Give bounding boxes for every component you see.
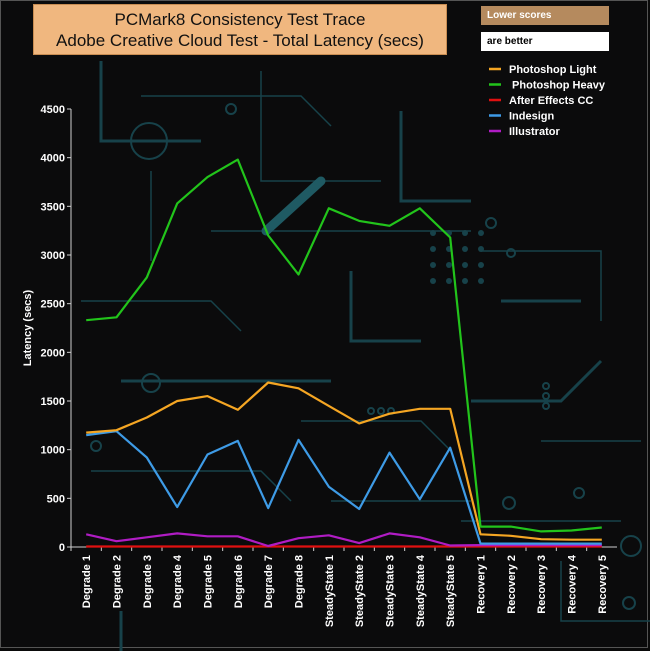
legend-label: Photoshop Heavy: [509, 80, 606, 92]
x-tick-label: Recovery 1: [476, 555, 488, 614]
y-tick-label: 3000: [41, 250, 65, 262]
x-tick-label: Recovery 5: [597, 555, 609, 614]
series-line-illustrator: [85, 532, 602, 548]
circuit-node: [622, 596, 636, 610]
circuit-pad: [462, 262, 468, 268]
circuit-pad: [430, 278, 436, 284]
axes: 0 500 1000 1500 2000 2500 3000 3500 4000 4500 Degr…: [41, 104, 617, 627]
circuit-node: [141, 373, 161, 393]
circuit-node: [90, 440, 102, 452]
circuit-pad: [430, 262, 436, 268]
x-tick-label: Recovery 4: [567, 554, 579, 614]
circuit-trace: [349, 271, 421, 343]
circuit-node: [542, 402, 550, 410]
chart-title: PCMark8 Consistency Test Trace Adobe Cre…: [33, 4, 447, 55]
x-tick-label: Recovery 2: [506, 555, 518, 614]
circuit-pad: [462, 230, 468, 236]
circuit-trace: [81, 300, 242, 332]
circuit-trace: [471, 359, 603, 403]
note-lower-scores: Lower scores: [481, 6, 609, 25]
circuit-background: [81, 61, 650, 651]
circuit-trace: [481, 250, 602, 321]
y-tick-label: 500: [47, 493, 65, 505]
circuit-pad: [462, 278, 468, 284]
circuit-node: [506, 248, 516, 258]
legend-label: After Effects CC: [509, 95, 593, 107]
y-tick-label: 0: [59, 542, 65, 554]
x-tick-label: Recovery 3: [536, 555, 548, 614]
x-tick-label: SteadyState 4: [415, 554, 427, 627]
circuit-trace: [99, 61, 201, 143]
note-are-better: are better: [481, 32, 609, 51]
y-tick-label: 3500: [41, 201, 65, 213]
circuit-pad: [478, 230, 484, 236]
circuit-pad: [478, 278, 484, 284]
circuit-trace: [91, 470, 292, 502]
circuit-trace: [141, 95, 332, 127]
x-tick-label: Degrade 4: [172, 554, 184, 608]
chart-title-line-1: PCMark8 Consistency Test Trace: [114, 10, 366, 29]
x-tick-label: Degrade 6: [233, 555, 245, 608]
series-line-photoshop-light: [86, 381, 602, 541]
circuit-node: [485, 217, 497, 229]
circuit-node: [542, 392, 550, 400]
x-tick-label: SteadyState 2: [354, 555, 366, 627]
circuit-pad: [430, 230, 436, 236]
circuit-node: [620, 535, 642, 557]
circuit-pad: [462, 246, 468, 252]
x-tick-label: Degrade 5: [203, 555, 215, 608]
circuit-node: [502, 496, 516, 510]
circuit-trace: [399, 111, 471, 203]
y-tick-label: 1500: [41, 396, 65, 408]
circuit-pad: [478, 262, 484, 268]
series-line-indesign: [86, 430, 602, 545]
x-tick-label: Degrade 7: [263, 555, 275, 608]
circuit-trace: [560, 561, 650, 622]
circuit-node: [542, 382, 550, 390]
circuit-trace: [301, 420, 452, 452]
circuit-bar: [261, 176, 326, 236]
circuit-pad: [446, 278, 452, 284]
chart-title-line-2: Adobe Creative Cloud Test - Total Latenc…: [56, 31, 424, 50]
y-tick-label: 1000: [41, 445, 65, 457]
circuit-pad: [478, 246, 484, 252]
series-layer: [85, 158, 602, 548]
x-tick-label: Degrade 2: [112, 555, 124, 608]
x-tick-label: SteadyState 1: [324, 555, 336, 627]
x-tick-label: Degrade 8: [294, 555, 306, 608]
circuit-node: [573, 487, 585, 499]
circuit-pad: [446, 262, 452, 268]
x-tick-label: SteadyState 3: [385, 555, 397, 627]
circuit-node: [130, 122, 168, 160]
y-tick-label: 2500: [41, 299, 65, 311]
x-tick-label: Degrade 1: [81, 555, 93, 608]
series-line-photoshop-heavy: [86, 158, 602, 533]
x-tick-label: SteadyState 5: [445, 555, 457, 627]
legend-label: Illustrator: [509, 126, 560, 138]
legend: Photoshop Light Photoshop Heavy After Eff…: [489, 64, 606, 138]
y-tick-label: 4500: [41, 104, 65, 116]
circuit-node: [377, 407, 385, 415]
legend-label: Photoshop Light: [509, 64, 597, 76]
legend-label: Indesign: [509, 111, 555, 123]
circuit-node: [225, 103, 237, 115]
y-tick-label: 2000: [41, 347, 65, 359]
x-tick-label: Degrade 3: [142, 555, 154, 608]
y-tick-label: 4000: [41, 153, 65, 165]
circuit-trace: [260, 71, 381, 182]
circuit-pad: [430, 246, 436, 252]
y-axis-title: Latency (secs): [22, 289, 34, 366]
circuit-node: [367, 407, 375, 415]
